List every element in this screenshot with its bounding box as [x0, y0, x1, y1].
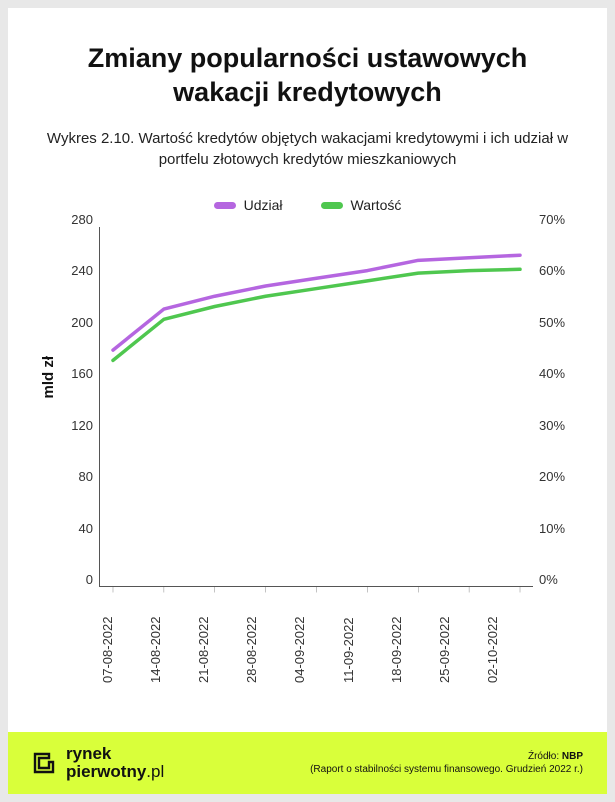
- legend-label-udzial: Udział: [244, 197, 283, 213]
- x-tick: 18-09-2022: [389, 595, 437, 683]
- footer-bar: rynek pierwotny.pl Źródło: NBP (Raport o…: [8, 732, 607, 794]
- x-tick: 07-08-2022: [100, 595, 148, 683]
- brand-logo-icon: [32, 751, 56, 775]
- brand-suffix: .pl: [146, 762, 164, 781]
- x-tick: 25-09-2022: [437, 595, 485, 683]
- series-line: [113, 269, 520, 360]
- legend: Udział Wartość: [38, 197, 577, 213]
- plot-region: [99, 227, 533, 587]
- chart-subtitle: Wykres 2.10. Wartość kredytów objętych w…: [38, 128, 577, 172]
- legend-label-wartosc: Wartość: [351, 197, 402, 213]
- legend-item-wartosc: Wartość: [321, 197, 402, 213]
- main-title: Zmiany popularności ustawowych wakacji k…: [38, 42, 577, 110]
- x-tick: 14-08-2022: [148, 595, 196, 683]
- plot-svg: [100, 227, 533, 586]
- content-area: Zmiany popularności ustawowych wakacji k…: [8, 8, 607, 732]
- x-tick: 28-08-2022: [244, 595, 292, 683]
- x-tick: 11-09-2022: [341, 595, 389, 683]
- x-axis-ticks: 07-08-202214-08-202221-08-202228-08-2022…: [100, 595, 533, 683]
- source-text: Źródło: NBP (Raport o stabilności system…: [310, 750, 583, 777]
- chart-card: Zmiany popularności ustawowych wakacji k…: [8, 8, 607, 794]
- x-tick: 21-08-2022: [196, 595, 244, 683]
- x-tick: 02-10-2022: [485, 595, 533, 683]
- legend-swatch-udzial: [214, 202, 236, 209]
- source-detail: (Raport o stabilności systemu finansoweg…: [310, 763, 583, 777]
- chart-area: mld zł: [38, 227, 577, 587]
- brand-text: rynek pierwotny.pl: [66, 745, 164, 781]
- x-tick: 04-09-2022: [292, 595, 340, 683]
- legend-item-udzial: Udział: [214, 197, 283, 213]
- source-name: NBP: [562, 751, 583, 762]
- brand: rynek pierwotny.pl: [32, 745, 164, 781]
- y-axis-right-ticks: [533, 227, 577, 587]
- brand-line2: pierwotny: [66, 762, 146, 781]
- y-axis-left-label: mld zł: [38, 356, 59, 399]
- brand-line1: rynek: [66, 745, 164, 763]
- legend-swatch-wartosc: [321, 202, 343, 209]
- y-axis-left-ticks: [59, 227, 99, 587]
- source-label: Źródło:: [528, 751, 559, 762]
